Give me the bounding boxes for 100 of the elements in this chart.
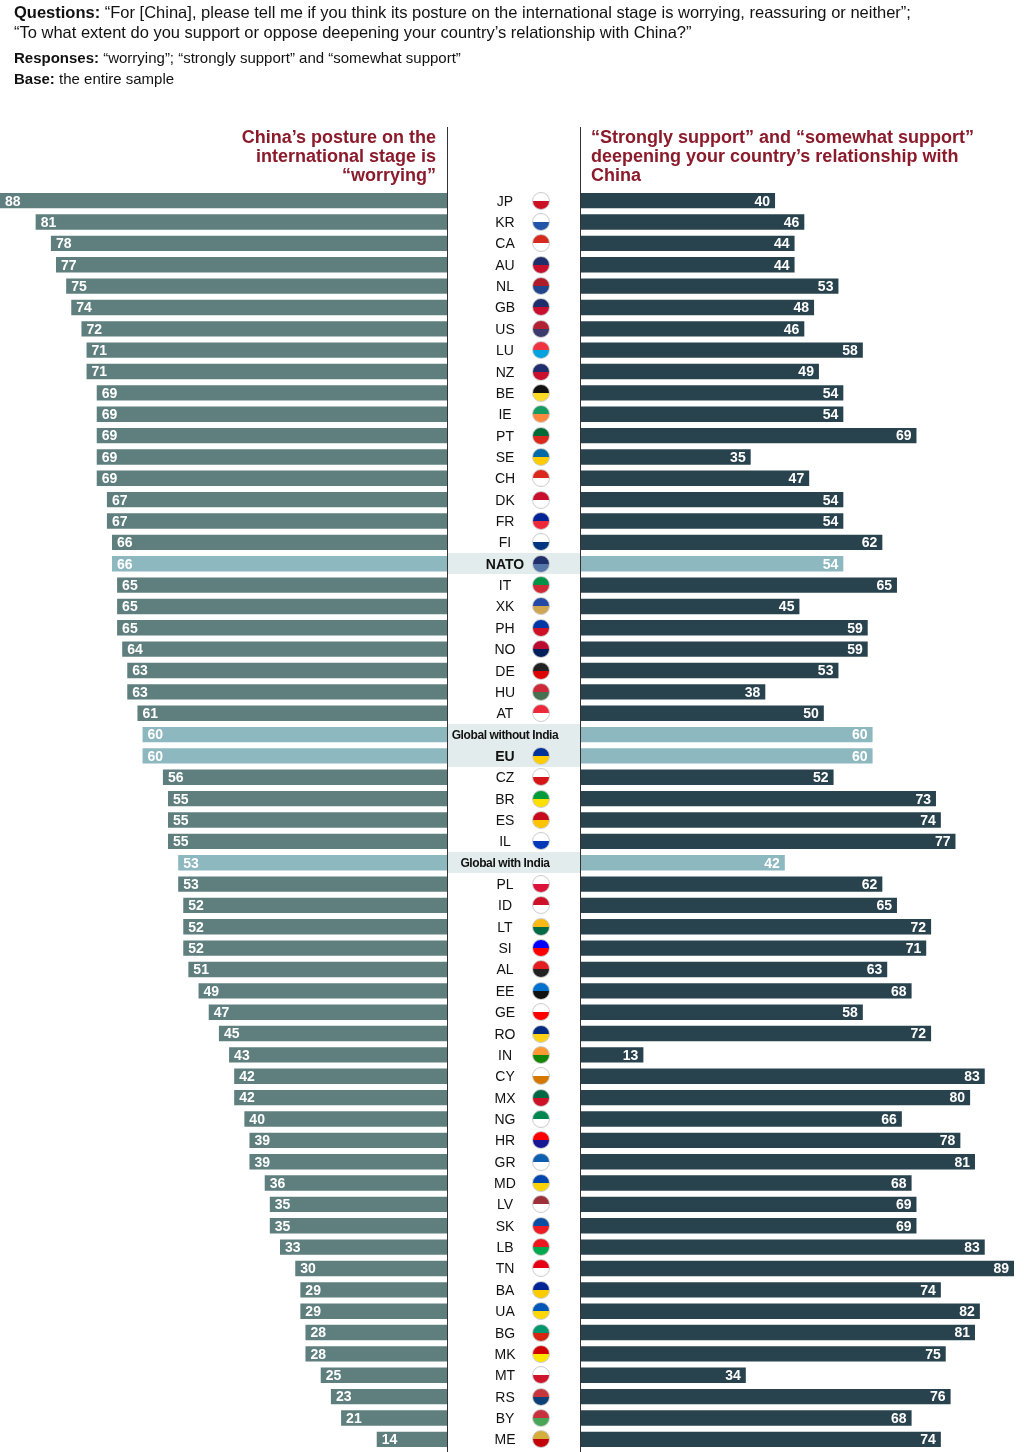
bar xyxy=(580,598,800,615)
data-label: 66 xyxy=(881,1110,898,1127)
data-label: 52 xyxy=(188,939,205,956)
data-label: 40 xyxy=(249,1110,266,1127)
y-tick-label: BR xyxy=(495,790,515,807)
bar xyxy=(580,1282,941,1298)
bar xyxy=(229,1047,448,1063)
text: Responses: “worrying”; “strongly support” and “somewhat support” xyxy=(14,49,461,66)
y-tick-label: BY xyxy=(495,1409,515,1426)
data-label: 42 xyxy=(239,1089,255,1106)
data-label: 46 xyxy=(783,320,800,337)
bar xyxy=(580,406,844,422)
y-tick-label: PH xyxy=(495,619,515,636)
y-tick-label: US xyxy=(495,320,515,337)
data-label: 29 xyxy=(305,1281,322,1298)
bar xyxy=(580,833,956,850)
y-tick-label: AT xyxy=(496,705,514,722)
data-label: 39 xyxy=(254,1132,271,1149)
data-label: 69 xyxy=(101,448,118,465)
bar xyxy=(580,427,917,444)
data-label: 88 xyxy=(5,192,21,209)
bar xyxy=(127,684,448,700)
bar xyxy=(580,1175,912,1191)
y-tick-label: JP xyxy=(496,192,514,209)
data-label: 55 xyxy=(173,811,189,828)
bar xyxy=(580,278,839,294)
bar xyxy=(168,833,448,850)
data-label: 78 xyxy=(55,235,72,252)
y-tick-label: ES xyxy=(495,812,515,828)
data-label: 69 xyxy=(101,406,118,423)
y-tick-label: SE xyxy=(495,448,515,465)
y-tick-label: HR xyxy=(494,1132,516,1149)
data-label: 72 xyxy=(910,1025,927,1042)
data-label: 28 xyxy=(310,1345,327,1362)
bar xyxy=(580,961,888,978)
data-label: 58 xyxy=(842,1004,859,1021)
data-label: 46 xyxy=(783,213,800,230)
bar xyxy=(580,363,819,380)
bar xyxy=(269,1218,448,1234)
bar xyxy=(580,1388,951,1405)
data-label: 60 xyxy=(147,726,164,743)
data-label: 65 xyxy=(122,619,138,636)
data-label: 74 xyxy=(920,811,937,828)
y-tick-label: XK xyxy=(495,598,515,615)
bar xyxy=(580,513,844,529)
bar xyxy=(580,790,936,807)
bar xyxy=(234,1068,448,1084)
data-label: 54 xyxy=(822,555,839,572)
bar xyxy=(96,449,448,465)
bar xyxy=(580,1196,917,1213)
data-label: 67 xyxy=(111,512,128,529)
chart-title: China’s posture on the international stage is “worrying” xyxy=(241,127,436,185)
text: Questions: “For [China], please tell me if you think its posture on the international stage is worrying, reassuring or neither”; “To what extent do you support or oppose deepening your country’s relationship with China?” xyxy=(14,3,911,41)
y-tick-label: TN xyxy=(495,1260,515,1277)
y-tick-label: EU xyxy=(495,747,515,764)
data-label: 53 xyxy=(817,662,834,679)
data-label: 81 xyxy=(40,213,57,230)
bar xyxy=(183,897,448,914)
data-label: 54 xyxy=(822,512,839,529)
bar xyxy=(320,1367,448,1383)
data-label: 34 xyxy=(725,1367,742,1384)
bar xyxy=(106,491,448,508)
y-tick-label: NATO xyxy=(485,555,525,572)
data-label: 35 xyxy=(274,1217,291,1234)
y-tick-label: LT xyxy=(497,918,513,935)
bar xyxy=(580,684,766,700)
y-tick-label: Global without India xyxy=(451,727,559,742)
bar xyxy=(580,1260,1014,1277)
data-label: 65 xyxy=(122,598,138,615)
y-tick-label: DK xyxy=(495,491,515,508)
data-label: 35 xyxy=(730,448,746,465)
data-label: 55 xyxy=(173,790,189,807)
y-tick-label: CY xyxy=(495,1068,515,1085)
data-label: 63 xyxy=(132,662,149,679)
y-tick-label: MD xyxy=(494,1175,516,1192)
y-tick-label: AL xyxy=(496,961,514,978)
data-label: 71 xyxy=(905,939,922,956)
y-tick-label: DE xyxy=(495,662,515,679)
data-label: 52 xyxy=(188,897,205,914)
bar xyxy=(580,1324,975,1341)
data-label: 53 xyxy=(183,854,199,871)
data-label: 35 xyxy=(274,1196,291,1213)
data-label: 75 xyxy=(71,277,87,294)
data-label: 69 xyxy=(101,427,118,444)
data-label: 72 xyxy=(910,918,927,935)
chart-title: “Strongly support” and “somewhat support” deepening your country’s relationship with China xyxy=(591,127,975,185)
data-label: 51 xyxy=(193,961,210,978)
data-label: 69 xyxy=(101,384,118,401)
bar xyxy=(580,1089,971,1106)
bar xyxy=(580,1346,946,1362)
data-label: 78 xyxy=(939,1132,956,1149)
bar xyxy=(96,470,448,486)
bar xyxy=(305,1324,448,1341)
bar xyxy=(580,1132,961,1149)
bar xyxy=(168,812,448,828)
bar xyxy=(580,705,824,721)
bar xyxy=(106,513,448,529)
bar xyxy=(300,1303,448,1319)
bar xyxy=(341,1410,448,1426)
y-tick-label: IL xyxy=(499,833,511,850)
